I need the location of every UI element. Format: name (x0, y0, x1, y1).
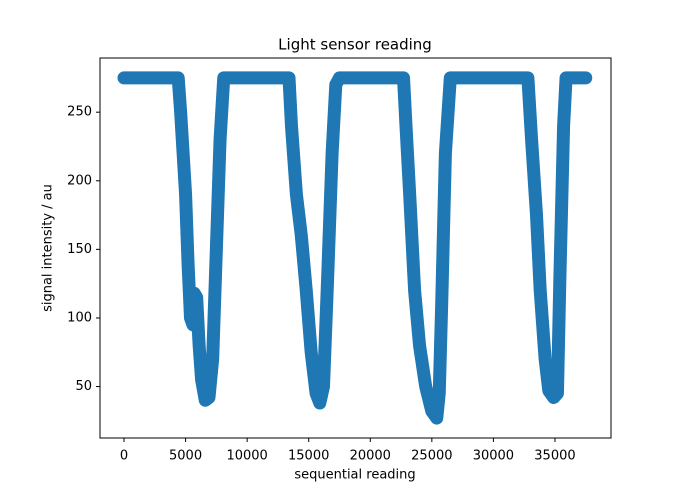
data-line (117, 71, 593, 425)
x-tick-label: 10000 (226, 449, 267, 464)
y-axis-label: signal intensity / au (41, 184, 56, 312)
plot-frame (99, 57, 612, 439)
x-tick-label: 30000 (473, 449, 514, 464)
x-tick-label: 0 (120, 449, 128, 464)
x-axis-label: sequential reading (294, 468, 415, 483)
y-tick-label: 50 (75, 379, 92, 394)
chart-title: Light sensor reading (278, 36, 432, 54)
y-tick-label: 150 (67, 242, 92, 257)
x-tick-label: 35000 (534, 449, 575, 464)
x-tick-label: 15000 (288, 449, 329, 464)
x-tick-label: 20000 (350, 449, 391, 464)
x-tick-label: 25000 (411, 449, 452, 464)
y-tick-label: 100 (67, 310, 92, 325)
y-tick-label: 250 (67, 105, 92, 120)
y-tick-label: 200 (67, 173, 92, 188)
x-tick-label: 5000 (169, 449, 202, 464)
